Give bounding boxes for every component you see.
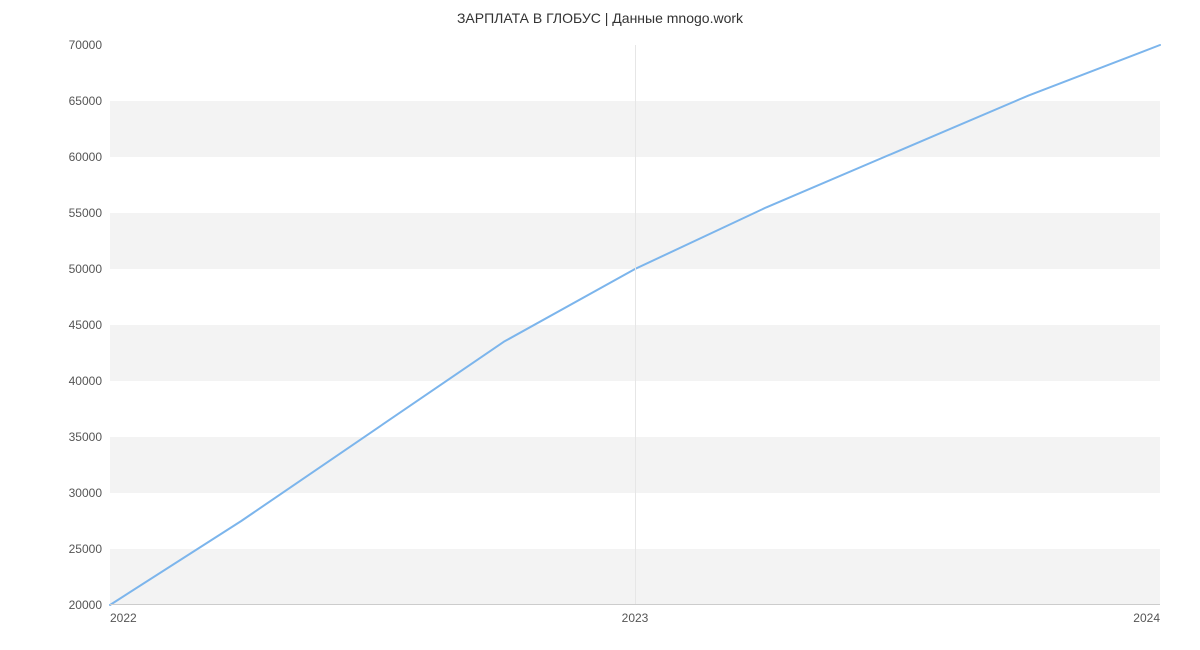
y-tick-label: 30000 [69,486,102,500]
y-tick-label: 60000 [69,150,102,164]
chart-title: ЗАРПЛАТА В ГЛОБУС | Данные mnogo.work [0,10,1200,26]
y-tick-label: 40000 [69,374,102,388]
y-tick-label: 50000 [69,262,102,276]
x-axis-line [110,604,1160,605]
y-tick-label: 70000 [69,38,102,52]
x-tick-label: 2024 [1133,611,1160,625]
y-tick-label: 45000 [69,318,102,332]
x-tick-label: 2022 [110,611,137,625]
y-tick-label: 25000 [69,542,102,556]
plot-area: 2000025000300003500040000450005000055000… [110,45,1160,605]
y-tick-label: 20000 [69,598,102,612]
y-tick-label: 65000 [69,94,102,108]
center-gridline [635,45,636,605]
y-tick-label: 35000 [69,430,102,444]
chart-container: ЗАРПЛАТА В ГЛОБУС | Данные mnogo.work 20… [0,0,1200,650]
y-tick-label: 55000 [69,206,102,220]
x-tick-label: 2023 [622,611,649,625]
